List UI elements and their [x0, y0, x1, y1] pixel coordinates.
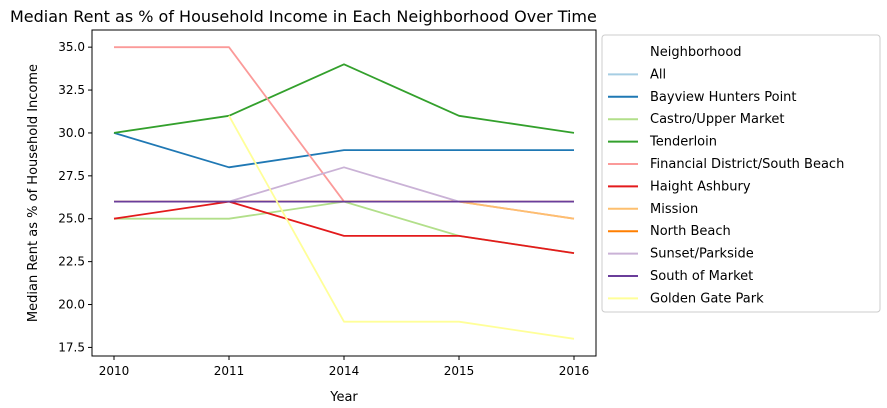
- legend-title: Neighborhood: [650, 45, 742, 60]
- x-tick-label: 2011: [214, 364, 245, 378]
- series-line-10: [228, 115, 575, 340]
- y-tick-label: 17.5: [58, 340, 85, 354]
- x-tick-label: 2015: [444, 364, 475, 378]
- plot-frame: [91, 29, 597, 357]
- series-line-5: [113, 200, 575, 254]
- series-line-8: [114, 166, 574, 203]
- legend-entry: Castro/Upper Market: [650, 112, 785, 127]
- legend-entry: Financial District/South Beach: [650, 157, 844, 172]
- y-tick-label: 22.5: [58, 255, 85, 269]
- x-tick-label: 2016: [559, 364, 590, 378]
- legend-entry: South of Market: [650, 269, 753, 284]
- legend-entry: All: [650, 67, 666, 82]
- plot-area: 2010 2011 2014 2015 2016 17.5 20.0 22.5 25.0 27.5…: [26, 29, 597, 405]
- legend-entry: North Beach: [650, 224, 731, 239]
- legend-entry: Haight Ashbury: [650, 179, 751, 194]
- y-tick-label: 20.0: [58, 298, 85, 312]
- y-tick-label: 27.5: [58, 169, 85, 183]
- series-line-6: [114, 200, 575, 220]
- y-tick-label: 32.5: [58, 83, 85, 97]
- series-line-3: [113, 63, 575, 134]
- series-line-1: [113, 132, 574, 169]
- y-axis-label: Median Rent as % of Household Income: [26, 64, 41, 322]
- x-tick-label: 2014: [329, 364, 360, 378]
- legend-entry: Bayview Hunters Point: [650, 90, 797, 105]
- legend-entry: Tenderloin: [649, 135, 717, 150]
- series-line-4: [114, 46, 575, 220]
- y-tick-label: 25.0: [58, 212, 85, 226]
- legend-entry: Sunset/Parkside: [650, 247, 754, 262]
- legend-entry: Mission: [650, 202, 698, 217]
- legend-box: [601, 34, 881, 313]
- x-tick-label: 2010: [99, 364, 130, 378]
- y-tick-label: 30.0: [58, 126, 85, 140]
- legend: Neighborhood All Bayview Hunters Point Cast…: [601, 34, 881, 313]
- y-tick-label: 35.0: [58, 40, 85, 54]
- x-axis-label: Year: [329, 390, 358, 405]
- chart-title: Median Rent as % of Household Income in …: [10, 7, 597, 26]
- legend-entry: Golden Gate Park: [650, 291, 764, 306]
